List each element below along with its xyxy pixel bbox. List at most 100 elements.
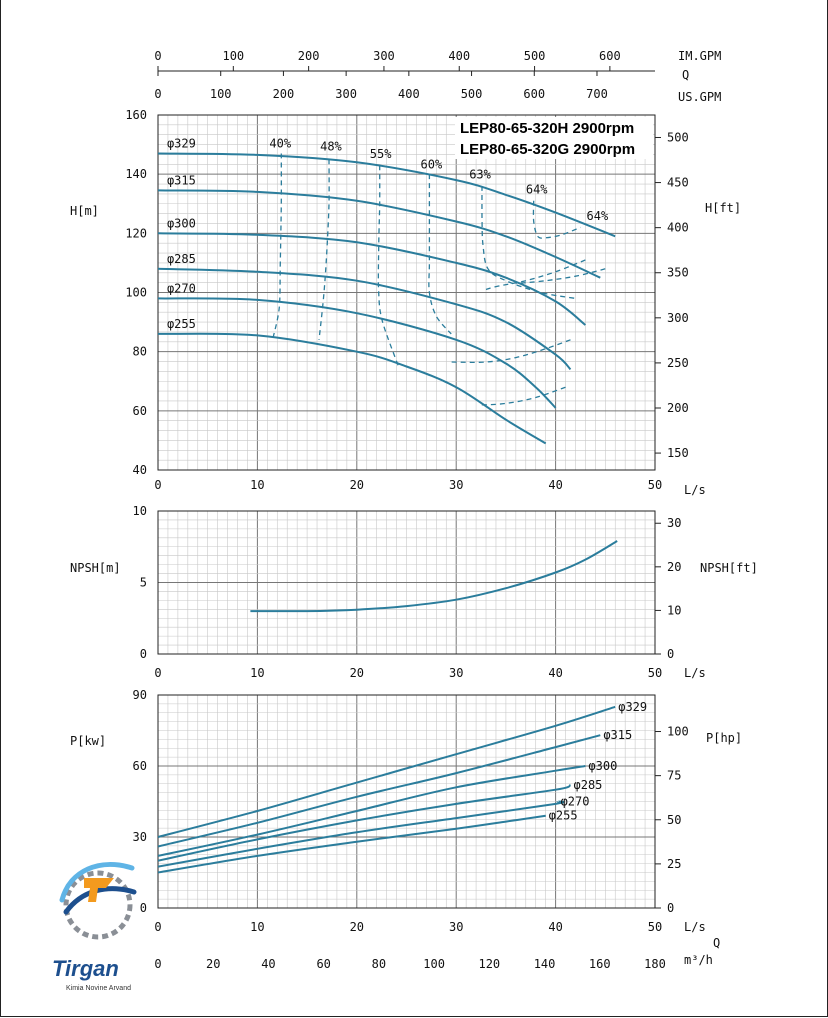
power-xtick-label: 20 — [350, 920, 364, 934]
head-curve — [158, 297, 557, 409]
efficiency-label: 55% — [370, 147, 392, 161]
m3h-tick-label: 0 — [154, 957, 161, 971]
m3h-tick-label: 120 — [478, 957, 500, 971]
power-curve — [158, 814, 546, 874]
head-ytick-label: 80 — [133, 345, 147, 359]
head-xtick-label: 20 — [350, 478, 364, 492]
npsh-ytick-right-label: 30 — [667, 516, 681, 530]
head-curve — [158, 189, 601, 279]
efficiency-contour — [481, 185, 576, 300]
head-ytick-right-label: 350 — [667, 266, 689, 280]
us-gpm-tick-label: 100 — [210, 87, 232, 101]
npsh-ytick-right-label: 0 — [667, 647, 674, 661]
head-curve — [158, 232, 587, 326]
efficiency-contour — [272, 153, 282, 338]
head-curve — [158, 152, 616, 238]
us-gpm-tick-label: 400 — [398, 87, 420, 101]
head-xtick-label: 0 — [154, 478, 161, 492]
npsh-xtick-label: 0 — [154, 666, 161, 680]
im-gpm-tick-label: 600 — [599, 49, 621, 63]
m3h-tick-label: 20 — [206, 957, 220, 971]
us-gpm-tick-label: 300 — [335, 87, 357, 101]
efficiency-contour — [485, 259, 586, 291]
brand-logo: Tirgan Kimia Novine Arvand — [52, 862, 137, 992]
swoosh-icon — [59, 862, 137, 915]
head-ylabel: H[m] — [70, 204, 99, 218]
im-gpm-tick-label: 300 — [373, 49, 395, 63]
power-curve — [158, 800, 565, 868]
efficiency-label: 40% — [269, 137, 291, 151]
head-curve-label: φ329 — [167, 136, 196, 150]
npsh-ytick-label: 10 — [133, 504, 147, 518]
efficiency-contour — [515, 268, 606, 285]
head-curve-label: φ315 — [167, 173, 196, 187]
power-curve-label: φ329 — [618, 700, 647, 714]
efficiency-contour — [481, 386, 566, 406]
power-xtick-label: 30 — [449, 920, 463, 934]
us-gpm-tick-label: 0 — [154, 87, 161, 101]
us-gpm-tick-label: 500 — [461, 87, 483, 101]
m3h-tick-label: 40 — [261, 957, 275, 971]
head-xtick-label: 10 — [250, 478, 264, 492]
efficiency-label: 64% — [587, 209, 609, 223]
efficiency-contour — [377, 165, 400, 367]
head-ytick-right-label: 150 — [667, 446, 689, 460]
efficiency-contour — [451, 339, 571, 364]
power-xtick-label: 50 — [648, 920, 662, 934]
us-gpm-tick-label: 200 — [273, 87, 295, 101]
head-curve-label: φ285 — [167, 252, 196, 266]
axis-labels: H[m] H[ft] L/s NPSH[m] NPSH[ft] L/s P[kw… — [70, 201, 758, 967]
bottom-m3h-label: m³/h — [684, 953, 713, 967]
npsh-xtick-label: 50 — [648, 666, 662, 680]
us-gpm-tick-label: 700 — [586, 87, 608, 101]
head-ytick-label: 40 — [133, 463, 147, 477]
npsh-xtick-label: 40 — [548, 666, 562, 680]
head-ytick-right-label: 300 — [667, 311, 689, 325]
head-ytick-right-label: 250 — [667, 356, 689, 370]
im-gpm-tick-label: 100 — [222, 49, 244, 63]
power-ytick-right-label: 50 — [667, 813, 681, 827]
head-curve-label: φ255 — [167, 317, 196, 331]
power-curve-label: φ255 — [549, 809, 578, 823]
npsh-ytick-right-label: 10 — [667, 603, 681, 617]
m3h-tick-label: 60 — [316, 957, 330, 971]
power-curve — [158, 705, 616, 838]
head-curve — [158, 332, 547, 445]
power-curve-label: φ300 — [588, 759, 617, 773]
us-gpm-tick-label: 600 — [523, 87, 545, 101]
power-ytick-label: 90 — [133, 688, 147, 702]
power-curve — [158, 783, 571, 862]
head-xtick-label: 50 — [648, 478, 662, 492]
efficiency-contour — [318, 159, 330, 340]
im-gpm-tick-label: 0 — [154, 49, 161, 63]
im-gpm-tick-label: 500 — [524, 49, 546, 63]
power-ytick-right-label: 0 — [667, 901, 674, 915]
chart-titles: LEP80-65-320H 2900rpm LEP80-65-320G 2900… — [455, 117, 653, 159]
head-curve-label: φ300 — [167, 216, 196, 230]
m3h-tick-label: 180 — [644, 957, 666, 971]
npsh-ylabel: NPSH[m] — [70, 561, 121, 575]
npsh-ytick-right-label: 20 — [667, 560, 681, 574]
efficiency-contour — [428, 174, 452, 335]
power-ytick-label: 0 — [140, 901, 147, 915]
npsh-ylabel-right: NPSH[ft] — [700, 561, 758, 575]
power-ytick-right-label: 25 — [667, 857, 681, 871]
head-curve — [158, 267, 572, 371]
power-ytick-right-label: 100 — [667, 725, 689, 739]
npsh-plot-border — [157, 510, 656, 655]
power-curve — [158, 765, 586, 857]
power-ytick-label: 60 — [133, 759, 147, 773]
power-xlabel: L/s — [684, 920, 706, 934]
power-xtick-label: 0 — [154, 920, 161, 934]
power-ytick-right-label: 75 — [667, 769, 681, 783]
head-ytick-label: 100 — [125, 286, 147, 300]
npsh-xtick-label: 30 — [449, 666, 463, 680]
head-xlabel: L/s — [684, 483, 706, 497]
head-xtick-label: 40 — [548, 478, 562, 492]
m3h-tick-label: 160 — [589, 957, 611, 971]
head-curve-label: φ270 — [167, 281, 196, 295]
im-gpm-label: IM.GPM — [678, 49, 721, 63]
head-ytick-right-label: 400 — [667, 221, 689, 235]
